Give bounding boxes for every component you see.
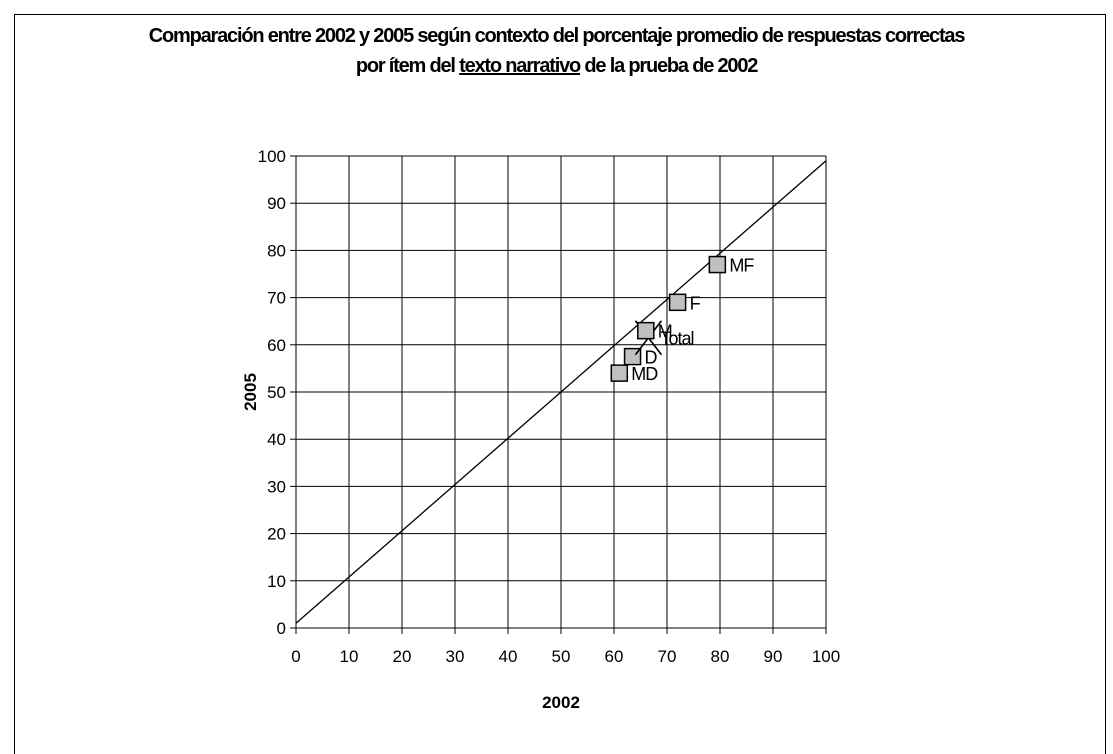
x-tick-label-80: 80 xyxy=(711,647,730,666)
y-tick-label-60: 60 xyxy=(267,336,286,355)
chart-frame xyxy=(14,14,1106,754)
point-label-m: M xyxy=(658,322,672,342)
point-label-total: Total xyxy=(660,329,693,349)
y-tick-label-30: 30 xyxy=(267,477,286,496)
chart-title-underlined: texto narrativo xyxy=(459,55,581,77)
y-tick-label-70: 70 xyxy=(267,289,286,308)
x-tick-label-30: 30 xyxy=(446,647,465,666)
x-tick-label-0: 0 xyxy=(291,647,300,666)
y-tick-label-0: 0 xyxy=(277,619,286,638)
point-marker-f xyxy=(668,293,687,312)
x-tick-label-40: 40 xyxy=(499,647,518,666)
y-axis-label: 2005 xyxy=(241,373,260,411)
reference-line xyxy=(295,160,827,624)
x-tick-label-10: 10 xyxy=(340,647,359,666)
point-marker-mf xyxy=(708,255,727,274)
x-tick-label-90: 90 xyxy=(764,647,783,666)
point-label-md: MD xyxy=(631,364,658,384)
y-tick-label-100: 100 xyxy=(258,147,286,166)
chart-title: Comparación entre 2002 y 2005 según cont… xyxy=(0,21,1113,81)
point-label-f: F xyxy=(690,293,701,313)
grid-lines xyxy=(290,155,827,634)
y-tick-label-20: 20 xyxy=(267,525,286,544)
x-tick-label-20: 20 xyxy=(393,647,412,666)
y-tick-label-40: 40 xyxy=(267,430,286,449)
y-tick-label-10: 10 xyxy=(267,572,286,591)
chart-title-line-2-pre: por ítem del xyxy=(355,55,460,77)
point-marker-md xyxy=(610,364,629,382)
chart-title-line-2-post: de la prueba de 2002 xyxy=(580,55,758,77)
point-label-mf: MF xyxy=(729,256,754,276)
point-label-d: D xyxy=(645,348,658,368)
y-tick-label-90: 90 xyxy=(267,194,286,213)
x-tick-label-60: 60 xyxy=(605,647,624,666)
chart-title-line-1: Comparación entre 2002 y 2005 según cont… xyxy=(148,25,966,47)
y-tick-label-50: 50 xyxy=(267,383,286,402)
y-tick-label-80: 80 xyxy=(267,241,286,260)
point-marker-m xyxy=(637,321,655,340)
x-tick-label-70: 70 xyxy=(658,647,677,666)
reference-line-group xyxy=(295,160,827,624)
tick-labels-group: 0 10 20 30 40 50 60 70 80 90 100 0 10 20 30 40 50 60 70 80 9… xyxy=(258,147,841,666)
chart-title-line-2: por ítem del texto narrativo de la prueb… xyxy=(0,51,1113,81)
x-tick-label-100: 100 xyxy=(812,647,840,666)
x-tick-label-50: 50 xyxy=(552,647,571,666)
x-axis-label: 2002 xyxy=(542,693,580,712)
